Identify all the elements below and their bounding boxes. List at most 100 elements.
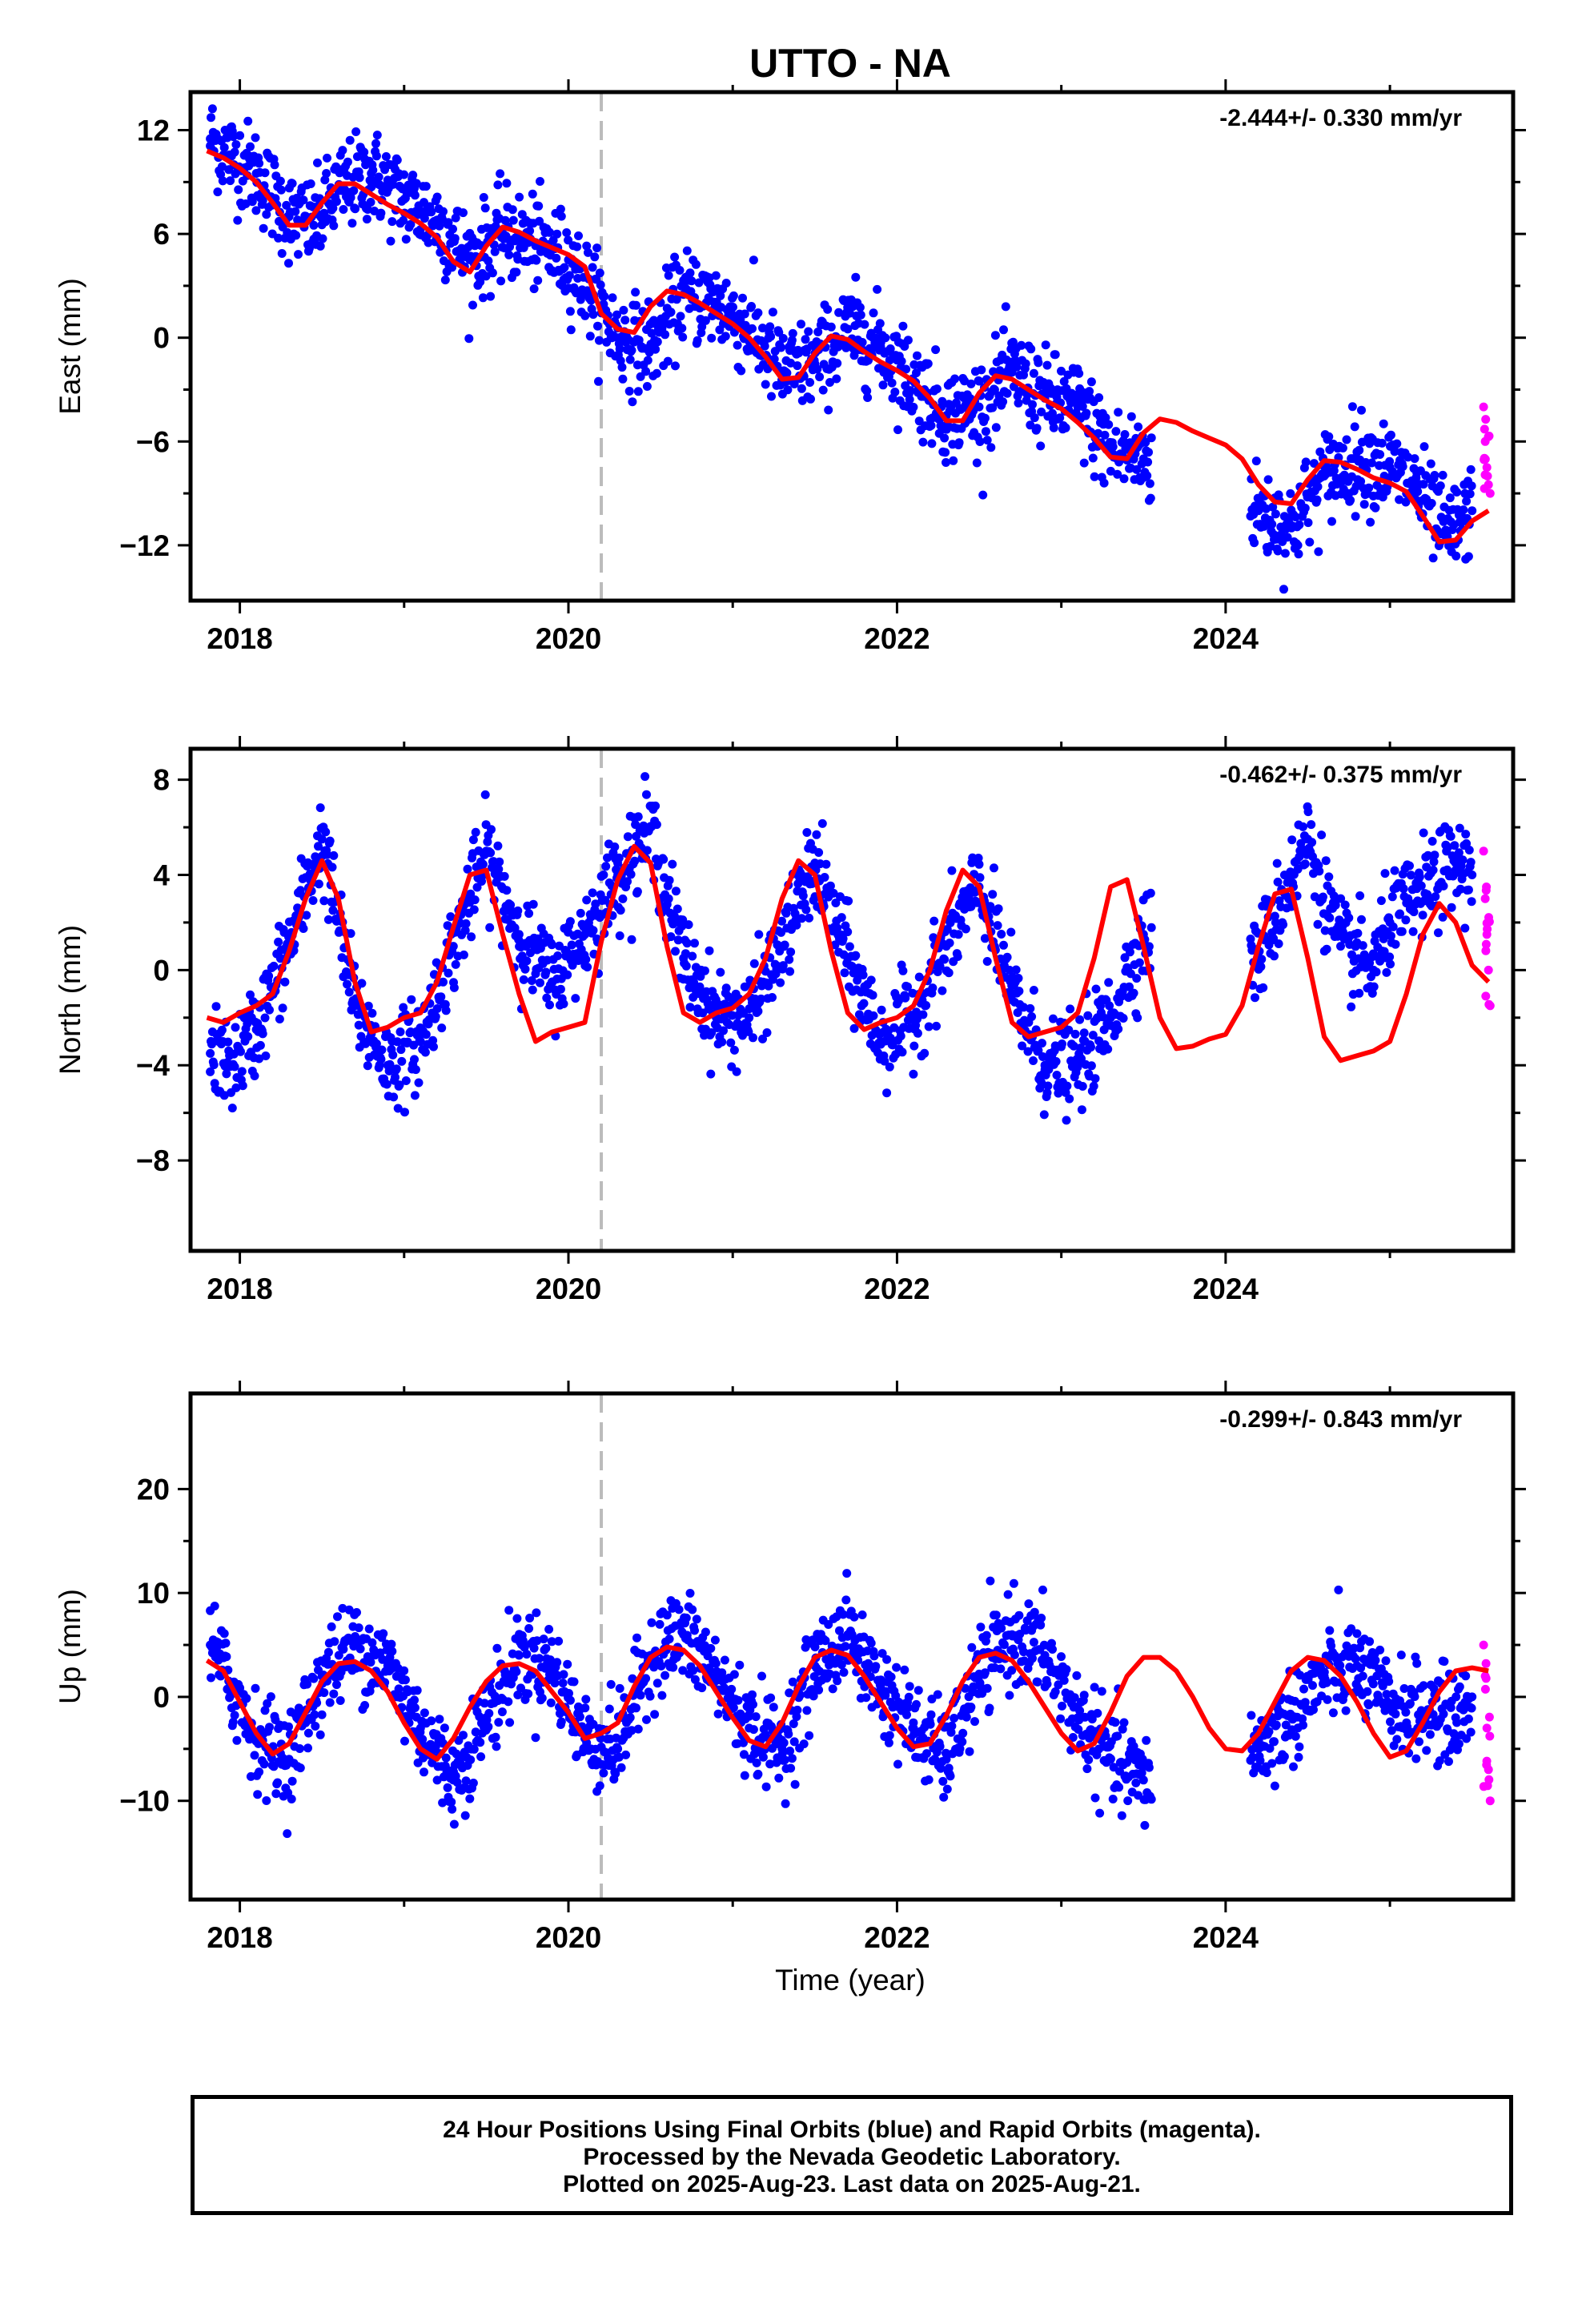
- data-point: [972, 458, 982, 468]
- data-point: [877, 1649, 887, 1659]
- data-point: [633, 387, 643, 396]
- data-point: [529, 1643, 539, 1653]
- data-point: [448, 224, 457, 234]
- data-point: [668, 859, 677, 869]
- data-point: [581, 1695, 591, 1704]
- data-point: [646, 822, 656, 832]
- data-point: [777, 1744, 787, 1754]
- data-point: [809, 1691, 818, 1701]
- data-point: [572, 242, 582, 251]
- data-point: [584, 247, 592, 257]
- data-point: [459, 1731, 468, 1740]
- data-point: [810, 858, 820, 868]
- data-point: [1338, 444, 1347, 452]
- data-point: [615, 1683, 624, 1693]
- y-tick-label: 8: [153, 764, 170, 797]
- data-point: [824, 405, 833, 415]
- data-point: [603, 853, 612, 862]
- data-point: [980, 413, 990, 423]
- data-point: [1409, 907, 1419, 917]
- data-point: [410, 1055, 419, 1064]
- data-point: [749, 255, 758, 265]
- data-point: [1428, 866, 1438, 875]
- data-point: [1305, 537, 1315, 547]
- data-point: [1419, 828, 1428, 838]
- data-point: [1274, 939, 1283, 948]
- rapid-point: [1481, 939, 1491, 949]
- data-point: [608, 293, 617, 303]
- rapid-point: [1481, 415, 1491, 424]
- data-point: [319, 1688, 329, 1698]
- data-point: [690, 1626, 699, 1635]
- data-point: [768, 308, 777, 317]
- data-point: [1018, 1041, 1027, 1051]
- data-point: [527, 976, 536, 985]
- data-point: [733, 340, 742, 350]
- data-point: [616, 906, 625, 915]
- data-point: [993, 921, 1002, 931]
- data-point: [807, 1685, 817, 1695]
- data-point: [492, 1742, 501, 1751]
- data-point: [1138, 454, 1148, 464]
- data-point: [1106, 1013, 1115, 1023]
- data-point: [801, 905, 811, 915]
- data-point: [909, 402, 918, 412]
- data-point: [332, 197, 341, 207]
- data-point: [843, 1630, 853, 1639]
- data-point: [990, 863, 998, 873]
- data-point: [1341, 1706, 1351, 1715]
- data-point: [1093, 1708, 1102, 1718]
- data-point: [705, 946, 714, 955]
- data-point: [1083, 1011, 1093, 1020]
- data-point: [1289, 1762, 1298, 1771]
- data-point: [476, 1752, 486, 1762]
- data-point: [1405, 1699, 1415, 1708]
- data-point: [706, 1643, 716, 1653]
- data-point: [1461, 1671, 1471, 1681]
- data-point: [923, 359, 933, 368]
- data-point: [1371, 503, 1380, 513]
- data-point: [748, 1690, 757, 1699]
- data-point: [410, 1695, 419, 1705]
- data-point: [740, 309, 749, 319]
- data-point: [273, 1778, 283, 1787]
- data-point: [766, 1693, 776, 1703]
- data-point: [921, 1001, 931, 1010]
- data-point: [488, 268, 497, 278]
- data-point: [469, 1744, 479, 1754]
- data-point: [1114, 1024, 1123, 1034]
- data-point: [283, 1829, 292, 1839]
- data-point: [1384, 1677, 1394, 1687]
- data-point: [1347, 1624, 1356, 1634]
- data-point: [1103, 1044, 1113, 1054]
- data-point: [869, 1011, 878, 1020]
- data-point: [1356, 476, 1366, 486]
- data-point: [1396, 1651, 1406, 1660]
- data-point: [515, 192, 524, 202]
- data-point: [986, 902, 995, 911]
- data-point: [1392, 1735, 1402, 1744]
- data-point: [542, 993, 552, 1003]
- data-point: [996, 1664, 1006, 1674]
- data-point: [1037, 1614, 1046, 1622]
- data-point: [310, 1710, 319, 1719]
- data-point: [427, 1716, 436, 1726]
- data-point: [1419, 442, 1429, 452]
- data-point: [887, 378, 897, 388]
- data-point: [1291, 513, 1300, 522]
- data-point: [476, 1738, 485, 1747]
- data-point: [1411, 1754, 1421, 1763]
- data-point: [633, 812, 643, 822]
- data-point: [235, 131, 245, 140]
- data-point: [363, 1061, 372, 1071]
- data-point: [1251, 993, 1259, 1003]
- data-point: [1248, 1752, 1258, 1762]
- data-point: [450, 234, 460, 243]
- data-point: [707, 333, 717, 343]
- data-point: [1132, 974, 1142, 983]
- data-point: [308, 896, 318, 905]
- data-point: [571, 994, 580, 1003]
- data-point: [1267, 1759, 1277, 1768]
- data-point: [251, 206, 261, 215]
- data-point: [994, 904, 1003, 914]
